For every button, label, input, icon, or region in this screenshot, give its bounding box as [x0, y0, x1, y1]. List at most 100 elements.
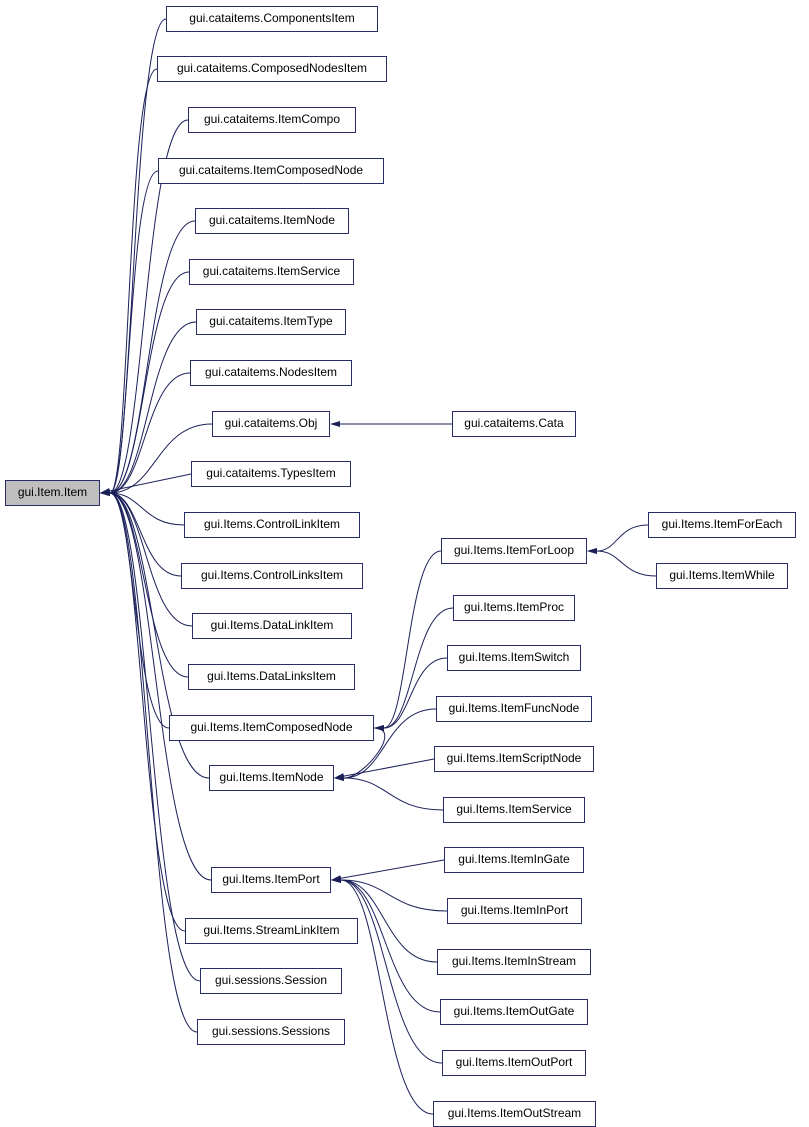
node-itemCompo[interactable]: gui.cataitems.ItemCompo: [188, 107, 356, 133]
arrowhead: [100, 490, 110, 496]
arrowhead: [331, 877, 341, 883]
node-itemType[interactable]: gui.cataitems.ItemType: [196, 309, 346, 335]
node-componentsItem[interactable]: gui.cataitems.ComponentsItem: [166, 6, 378, 32]
arrowhead: [374, 725, 384, 731]
edge-path: [597, 551, 656, 576]
arrowhead: [100, 490, 110, 496]
diagram-stage: gui.Item.Item gui.cataitems.ComponentsIte…: [0, 0, 809, 1127]
node-itemOutPort[interactable]: gui.Items.ItemOutPort: [442, 1050, 586, 1076]
node-itemForEach[interactable]: gui.Items.ItemForEach: [648, 512, 796, 538]
node-itemInGate[interactable]: gui.Items.ItemInGate: [444, 847, 584, 873]
arrowhead: [334, 775, 344, 781]
node-nodesItem[interactable]: gui.cataitems.NodesItem: [190, 360, 352, 386]
arrowhead: [331, 877, 341, 883]
node-label: gui.Items.ItemWhile: [669, 568, 774, 582]
arrowhead: [330, 421, 340, 427]
node-label: gui.cataitems.Obj: [225, 416, 318, 430]
node-obj[interactable]: gui.cataitems.Obj: [212, 411, 330, 437]
node-cata[interactable]: gui.cataitems.Cata: [452, 411, 576, 437]
edge-path: [597, 525, 648, 551]
edge-path: [110, 493, 184, 525]
edge-path: [341, 860, 444, 878]
node-label: gui.Items.DataLinksItem: [207, 669, 336, 683]
edge-path: [110, 171, 158, 493]
node-ctrlLinkItem[interactable]: gui.Items.ControlLinkItem: [184, 512, 360, 538]
arrowhead: [587, 548, 597, 554]
arrowhead: [331, 877, 341, 883]
node-label: gui.Items.ItemScriptNode: [447, 751, 582, 765]
edge-path: [110, 493, 169, 728]
node-label: gui.Items.ItemInPort: [461, 903, 568, 917]
node-label: gui.Item.Item: [18, 485, 87, 499]
node-itemScriptNode[interactable]: gui.Items.ItemScriptNode: [434, 746, 594, 772]
node-label: gui.Items.ControlLinksItem: [201, 568, 343, 582]
node-dataLinkItem[interactable]: gui.Items.DataLinkItem: [192, 613, 352, 639]
arrowhead: [331, 875, 341, 881]
node-itemWhile[interactable]: gui.Items.ItemWhile: [656, 563, 788, 589]
node-itemSwitch[interactable]: gui.Items.ItemSwitch: [447, 645, 581, 671]
edge-path: [110, 69, 157, 493]
node-root[interactable]: gui.Item.Item: [5, 480, 100, 506]
node-sessions[interactable]: gui.sessions.Sessions: [197, 1019, 345, 1045]
node-itemsComposed[interactable]: gui.Items.ItemComposedNode: [169, 715, 374, 741]
arrowhead: [100, 490, 110, 496]
node-itemOutStream[interactable]: gui.Items.ItemOutStream: [433, 1101, 596, 1127]
edge-path: [344, 778, 443, 810]
node-label: gui.sessions.Session: [215, 973, 327, 987]
arrowhead: [100, 490, 110, 496]
node-composedNodes[interactable]: gui.cataitems.ComposedNodesItem: [157, 56, 387, 82]
node-label: gui.cataitems.ItemService: [203, 264, 340, 278]
arrowhead: [100, 490, 110, 496]
node-itemsNode[interactable]: gui.Items.ItemNode: [209, 765, 334, 791]
node-label: gui.cataitems.NodesItem: [205, 365, 337, 379]
node-streamLink[interactable]: gui.Items.StreamLinkItem: [185, 918, 358, 944]
node-itemNodeCata[interactable]: gui.cataitems.ItemNode: [195, 208, 349, 234]
node-ctrlLinksItem[interactable]: gui.Items.ControlLinksItem: [181, 563, 363, 589]
node-itemOutGate[interactable]: gui.Items.ItemOutGate: [440, 999, 588, 1025]
node-label: gui.Items.ItemInGate: [458, 852, 569, 866]
node-label: gui.Items.ItemService: [456, 802, 571, 816]
node-label: gui.Items.ItemOutGate: [454, 1004, 575, 1018]
node-label: gui.Items.ItemFuncNode: [449, 701, 580, 715]
arrowhead: [374, 725, 384, 731]
node-label: gui.Items.ItemProc: [464, 600, 564, 614]
arrowhead: [100, 490, 110, 496]
node-label: gui.Items.ItemForLoop: [454, 543, 574, 557]
node-itemForLoop[interactable]: gui.Items.ItemForLoop: [441, 538, 587, 564]
node-dataLinksItem[interactable]: gui.Items.DataLinksItem: [188, 664, 355, 690]
node-session[interactable]: gui.sessions.Session: [200, 968, 342, 994]
edge-path: [110, 322, 196, 493]
node-itemServiceIt[interactable]: gui.Items.ItemService: [443, 797, 585, 823]
node-label: gui.cataitems.ComposedNodesItem: [177, 61, 367, 75]
arrowhead: [331, 877, 341, 883]
arrowhead: [100, 490, 110, 496]
node-label: gui.Items.ItemInStream: [452, 954, 576, 968]
node-label: gui.Items.ItemOutPort: [456, 1055, 573, 1069]
node-typesItem[interactable]: gui.cataitems.TypesItem: [191, 461, 351, 487]
arrowhead: [100, 490, 110, 496]
edge-path: [110, 19, 166, 493]
node-itemComposedN[interactable]: gui.cataitems.ItemComposedNode: [158, 158, 384, 184]
edge-path: [110, 272, 189, 493]
arrowhead: [100, 490, 110, 496]
arrowhead: [334, 775, 344, 781]
arrowhead: [374, 725, 384, 731]
edge-path: [110, 373, 190, 493]
arrowhead: [100, 488, 110, 494]
node-label: gui.Items.StreamLinkItem: [203, 923, 339, 937]
node-itemInStream[interactable]: gui.Items.ItemInStream: [437, 949, 591, 975]
arrowhead: [100, 490, 110, 496]
arrowhead: [100, 490, 110, 496]
node-label: gui.cataitems.ItemComposedNode: [179, 163, 363, 177]
node-itemInPort[interactable]: gui.Items.ItemInPort: [447, 898, 582, 924]
arrowhead: [100, 490, 110, 496]
edge-path: [341, 880, 442, 1063]
node-itemService[interactable]: gui.cataitems.ItemService: [189, 259, 354, 285]
node-label: gui.cataitems.ItemCompo: [204, 112, 340, 126]
arrowhead: [100, 490, 110, 496]
node-itemProc[interactable]: gui.Items.ItemProc: [453, 595, 575, 621]
node-itemFuncNode[interactable]: gui.Items.ItemFuncNode: [436, 696, 592, 722]
edge-path: [341, 880, 440, 1012]
edge-path: [110, 221, 195, 493]
node-itemPort[interactable]: gui.Items.ItemPort: [211, 867, 331, 893]
